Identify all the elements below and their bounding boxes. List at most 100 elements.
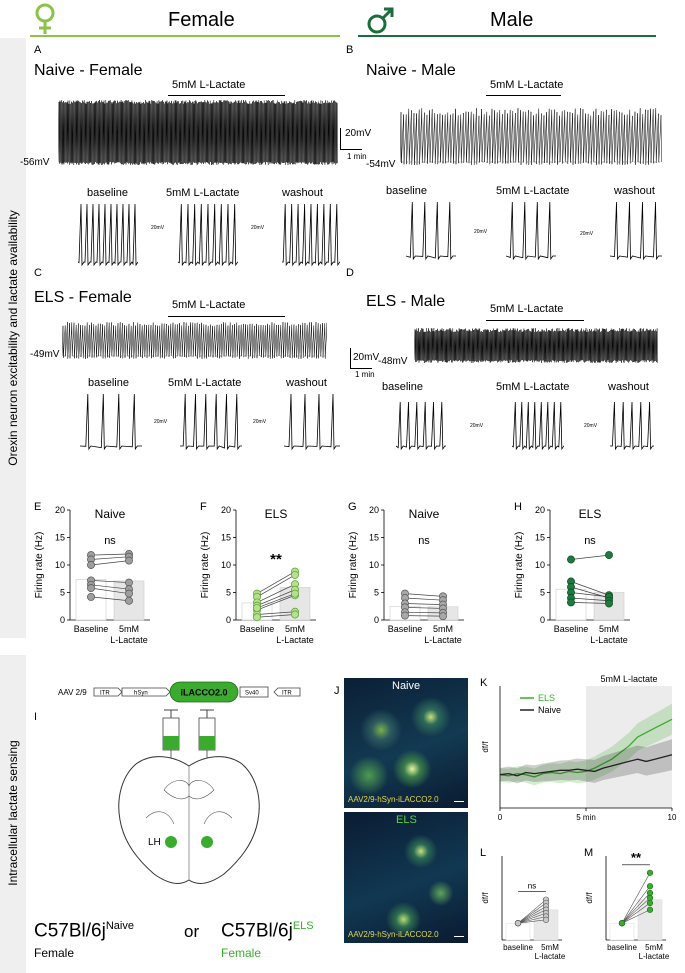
panel-b-trace — [400, 107, 662, 166]
x-label-5mm: 5mM — [599, 624, 619, 634]
x-label-lactate: L-lactate — [535, 952, 566, 961]
panel-letter-b: B — [346, 44, 354, 56]
legend-label: Naive — [538, 705, 561, 715]
pair-line — [404, 607, 444, 609]
x-label-5mm: 5mM — [433, 624, 453, 634]
sv40-label: Sv40 — [245, 691, 259, 697]
mini-scale-d2: 20mV — [584, 423, 598, 429]
panel-b-drug-bar — [486, 95, 561, 96]
panel-a-title: Naive - Female — [34, 62, 143, 79]
panel-b-mini-washout — [610, 201, 662, 261]
pair-line — [570, 592, 610, 598]
y-tick-label: 15 — [535, 533, 545, 543]
pair-line — [517, 906, 547, 924]
mini-scale-a1: 20mV — [151, 225, 165, 231]
point-lactate — [542, 916, 550, 923]
panel-a-sub-baseline: baseline — [87, 187, 128, 199]
sidebar-bottom-label: Intracellular lactate sensing — [6, 740, 20, 886]
mini-scale-a2: 20mV — [251, 225, 265, 231]
y-tick-label: 5 — [540, 588, 545, 598]
panel-c-drug-label: 5mM L-Lactate — [172, 299, 246, 311]
panel-c-trace — [62, 321, 327, 359]
female-header-rule — [30, 35, 340, 37]
mini-scale-c2: 20mV — [253, 419, 267, 425]
panel-d-drug-bar — [486, 320, 584, 321]
panel-a-sub-lactate: 5mM L-Lactate — [166, 187, 240, 199]
panel-d-mini-washout — [610, 401, 654, 451]
panel-d-drug-label: 5mM L-Lactate — [490, 303, 564, 315]
point-baseline — [567, 598, 575, 607]
pair-line — [404, 593, 444, 597]
panel-a-scale-t: 1 min — [347, 152, 367, 161]
trace-line — [506, 201, 556, 261]
panel-c-mini-washout — [284, 393, 340, 451]
strain-naive-sup: Naive — [105, 920, 134, 932]
panel-d-scale-t-bar — [350, 368, 372, 369]
x-label-baseline: Baseline — [554, 624, 589, 634]
panel-c-mini-baseline — [80, 393, 142, 451]
pair-line — [621, 886, 651, 924]
point-baseline — [401, 611, 409, 620]
panel-c-sub-washout: washout — [286, 377, 327, 389]
panel-h-chart: H ELS ns 0 5 10 15 20 Firing rate (Hz) Baseline 5m… — [514, 501, 630, 645]
trace-line — [78, 203, 138, 267]
y-axis-label: Firing rate (Hz) — [514, 532, 525, 599]
syringe-right-icon — [198, 709, 216, 838]
hsyn-label: hSyn — [134, 691, 148, 697]
x-label-5mm: 5mM — [645, 943, 663, 952]
point-lactate — [125, 556, 133, 565]
pair-line — [404, 611, 444, 614]
sidebar-top: Orexin neuron excitability and lactate a… — [0, 38, 26, 638]
pair-line — [517, 899, 547, 924]
male-header-rule — [358, 35, 656, 37]
panel-letter-k: K — [480, 677, 488, 689]
point-lactate — [605, 551, 613, 560]
female-symbol-icon — [35, 3, 55, 34]
point-lactate — [125, 596, 133, 605]
significance-label: ns — [104, 535, 116, 547]
significance-label: ns — [418, 535, 430, 547]
y-tick-label: 5 — [226, 588, 231, 598]
panel-b-rmp: -54mV — [366, 159, 396, 170]
trace-line — [80, 393, 142, 451]
panel-c-mini-lactate — [180, 393, 242, 451]
y-tick-label: 10 — [221, 560, 231, 570]
point-baseline — [253, 613, 261, 622]
y-tick-label: 10 — [369, 560, 379, 570]
pair-line — [570, 602, 610, 604]
y-tick-label: 0 — [374, 615, 379, 625]
point-baseline — [87, 584, 95, 593]
panel-c-sub-lactate: 5mM L-Lactate — [168, 377, 242, 389]
panel-a-mini-lactate — [178, 203, 238, 267]
y-tick-label: 0 — [226, 615, 231, 625]
trace-line — [406, 201, 456, 261]
trace-line — [178, 203, 238, 267]
point-lactate — [646, 899, 654, 907]
x-label-baseline: Baseline — [240, 624, 275, 634]
aav-label: AAV 2/9 — [58, 688, 87, 697]
scale-bar-naive — [454, 801, 464, 802]
sex-left: Female — [34, 946, 75, 960]
sem-band-els — [500, 703, 672, 786]
scale-bar-els — [454, 936, 464, 937]
y-tick-label: 15 — [369, 533, 379, 543]
point-lactate — [291, 570, 299, 579]
panel-c-sub-baseline: baseline — [88, 377, 129, 389]
point-baseline — [87, 561, 95, 569]
panel-b-title: Naive - Male — [366, 62, 456, 79]
pair-line — [404, 597, 444, 601]
itr-left-label: ITR — [100, 691, 110, 697]
series-line-naive — [499, 754, 673, 777]
x-label-lactate: L-Lactate — [590, 635, 628, 645]
significance-label: ns — [584, 535, 596, 547]
panel-a-mini-baseline — [78, 203, 138, 267]
trace-line — [400, 107, 662, 166]
x-label-lactate: L-lactate — [639, 952, 670, 961]
panel-g-chart: G Naive ns 0 5 10 15 20 Firing rate (Hz) Baseline… — [348, 501, 464, 645]
trace-line — [610, 401, 654, 451]
point-lactate — [646, 906, 654, 913]
strain-els: C57Bl/6jELS — [221, 921, 314, 941]
panel-a-rmp: -56mV — [20, 157, 50, 168]
point-baseline — [618, 920, 626, 927]
